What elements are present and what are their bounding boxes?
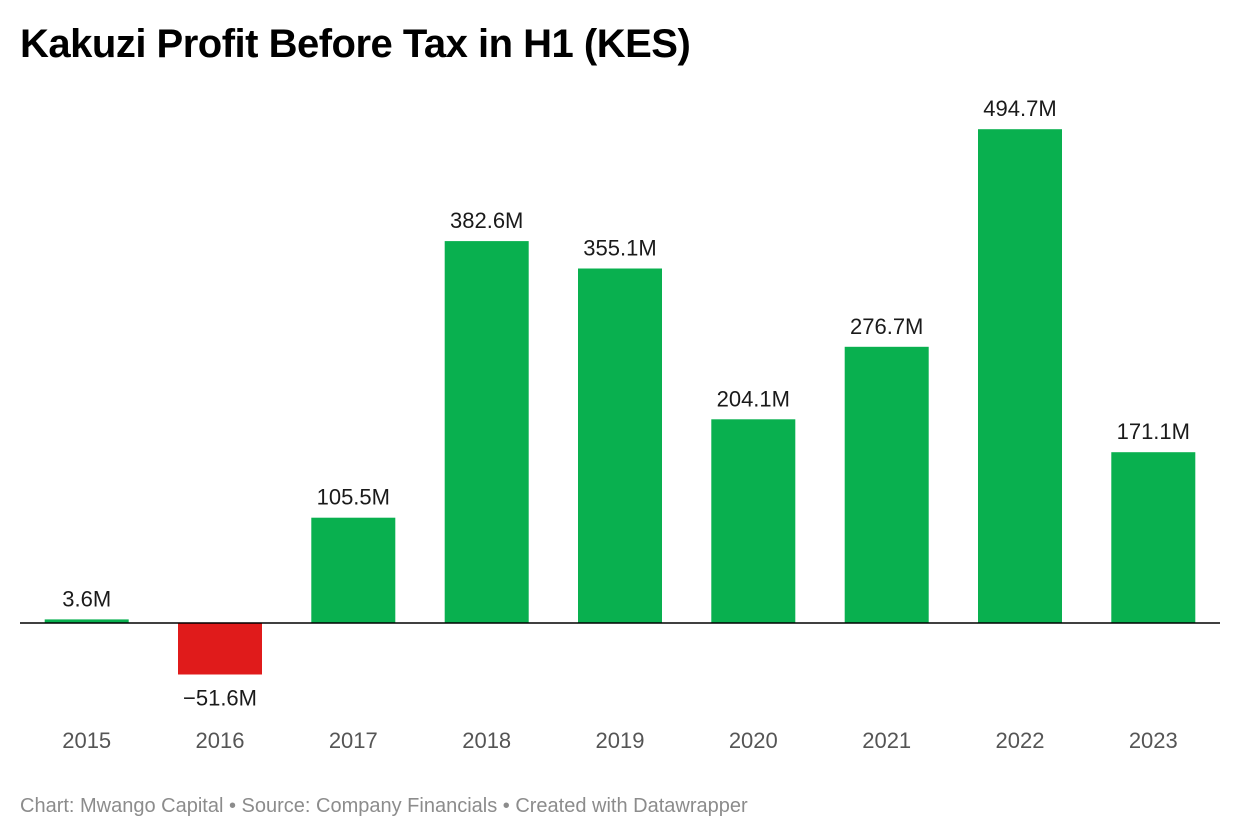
bar-2018 <box>444 241 529 623</box>
bars-group <box>44 129 1196 675</box>
value-label-2016: −51.6M <box>183 686 257 711</box>
bar-2023 <box>1111 452 1196 623</box>
bar-2022 <box>978 129 1062 623</box>
x-tick-label-2022: 2022 <box>996 728 1045 753</box>
bar-2015 <box>44 619 129 623</box>
value-label-2015: 3.6M <box>62 586 111 611</box>
value-labels-group: 3.6M −51.6M 105.5M 382.6M 355.1M 204.1M 276.7M… <box>62 96 1190 710</box>
bar-2016 <box>178 623 262 675</box>
value-label-2023: 171.1M <box>1117 419 1190 444</box>
chart-title: Kakuzi Profit Before Tax in H1 (KES) <box>20 22 691 66</box>
value-label-2022: 494.7M <box>983 96 1056 121</box>
x-tick-label-2020: 2020 <box>729 728 778 753</box>
x-tick-label-2023: 2023 <box>1129 728 1178 753</box>
value-label-2020: 204.1M <box>717 386 790 411</box>
x-axis-ticks: 2015 2016 2017 2018 2019 2020 2021 2022 2023 <box>62 728 1178 753</box>
x-tick-label-2018: 2018 <box>462 728 511 753</box>
x-tick-label-2016: 2016 <box>196 728 245 753</box>
value-label-2018: 382.6M <box>450 208 523 233</box>
value-label-2021: 276.7M <box>850 314 923 339</box>
value-label-2017: 105.5M <box>317 485 390 510</box>
x-tick-label-2021: 2021 <box>862 728 911 753</box>
bar-2021 <box>844 346 929 623</box>
chart-footer-credit: Chart: Mwango Capital • Source: Company … <box>20 795 748 817</box>
x-tick-label-2017: 2017 <box>329 728 378 753</box>
x-tick-label-2019: 2019 <box>596 728 645 753</box>
bar-2019 <box>578 268 662 623</box>
value-label-2019: 355.1M <box>583 236 656 261</box>
x-tick-label-2015: 2015 <box>62 728 111 753</box>
bar-2020 <box>711 419 796 623</box>
bar-2017 <box>311 517 396 623</box>
